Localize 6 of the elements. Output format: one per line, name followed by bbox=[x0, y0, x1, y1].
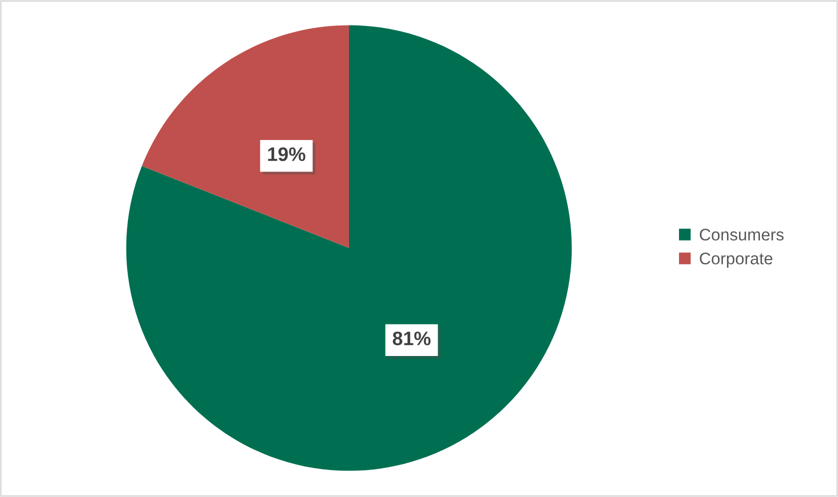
pie-slice bbox=[126, 25, 572, 471]
pie-slice bbox=[142, 25, 349, 248]
data-label: 81% bbox=[392, 332, 431, 346]
legend-label: Corporate bbox=[700, 252, 772, 268]
data-label: 19% bbox=[268, 147, 306, 162]
legend-label: Consumers bbox=[700, 228, 784, 241]
